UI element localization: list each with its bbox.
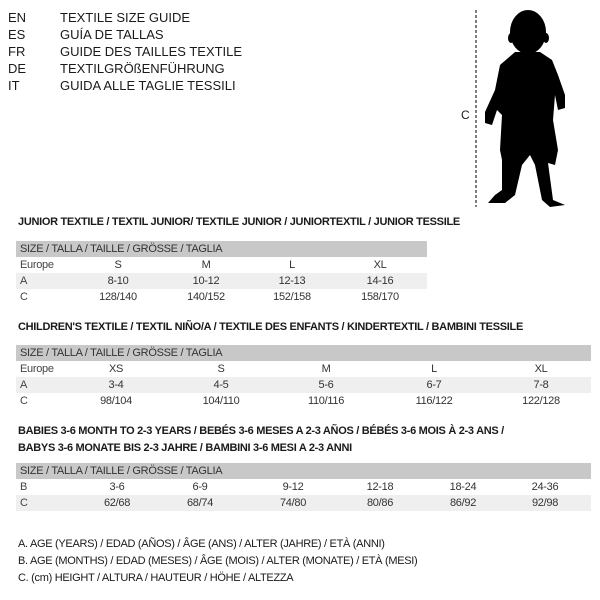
table-row: Europe XS S M L XL <box>16 361 591 377</box>
table-header: SIZE / TALLA / TAILLE / GRÖSSE / TAGLIA <box>16 463 591 479</box>
legend-c: C. (cm) HEIGHT / ALTURA / HAUTEUR / HÖHE… <box>18 572 294 584</box>
table-cell: XL <box>534 363 548 375</box>
row-label: B <box>20 481 28 493</box>
row-label: A <box>20 275 28 287</box>
children-table: SIZE / TALLA / TAILLE / GRÖSSE / TAGLIA … <box>16 345 591 409</box>
table-cell: 7-8 <box>533 379 549 391</box>
row-label: C <box>20 395 28 407</box>
table-cell: 9-12 <box>282 481 304 493</box>
table-cell: 152/158 <box>273 291 311 303</box>
table-cell: 3-4 <box>108 379 124 391</box>
table-cell: 122/128 <box>522 395 560 407</box>
lang-text: GUIDA ALLE TAGLIE TESSILI <box>60 78 236 93</box>
children-title: CHILDREN'S TEXTILE / TEXTIL NIÑO/A / TEX… <box>18 321 523 333</box>
row-label: A <box>20 379 28 391</box>
table-cell: 158/170 <box>361 291 399 303</box>
table-row: C 62/68 68/74 74/80 80/86 86/92 92/98 <box>16 495 591 511</box>
table-cell: 12-13 <box>278 275 306 287</box>
lang-es: ES GUÍA DE TALLAS <box>8 26 164 43</box>
lang-text: TEXTILGRÖßENFÜHRUNG <box>60 61 225 76</box>
table-cell: S <box>217 363 225 375</box>
table-cell: L <box>289 259 295 271</box>
legend-a: A. AGE (YEARS) / EDAD (AÑOS) / ÂGE (ANS)… <box>18 538 385 550</box>
height-figure: C <box>440 0 600 215</box>
row-label: Europe <box>20 259 54 271</box>
row-label: Europe <box>20 363 54 375</box>
table-cell: 12-18 <box>366 481 394 493</box>
table-cell: 128/140 <box>99 291 137 303</box>
lang-fr: FR GUIDE DES TAILLES TEXTILE <box>8 43 242 60</box>
table-cell: 98/104 <box>100 395 132 407</box>
table-cell: 8-10 <box>107 275 129 287</box>
table-cell: 14-16 <box>366 275 394 287</box>
lang-en: EN TEXTILE SIZE GUIDE <box>8 9 190 26</box>
lang-text: TEXTILE SIZE GUIDE <box>60 10 191 25</box>
table-row: Europe S M L XL <box>16 257 427 273</box>
table-cell: 3-6 <box>109 481 125 493</box>
lang-text: GUÍA DE TALLAS <box>60 27 164 42</box>
row-label: C <box>20 497 28 509</box>
table-header: SIZE / TALLA / TAILLE / GRÖSSE / TAGLIA <box>16 345 591 361</box>
table-row: A 3-4 4-5 5-6 6-7 7-8 <box>16 377 591 393</box>
table-cell: 18-24 <box>449 481 477 493</box>
babies-title-line2: BABYS 3-6 MONATE BIS 2-3 JAHRE / BAMBINI… <box>18 442 352 454</box>
legend-b: B. AGE (MONTHS) / EDAD (MESES) / ÂGE (MO… <box>18 555 418 567</box>
table-cell: 4-5 <box>213 379 229 391</box>
table-cell: 80/86 <box>366 497 394 509</box>
lang-it: IT GUIDA ALLE TAGLIE TESSILI <box>8 77 236 94</box>
lang-code: IT <box>8 78 20 93</box>
lang-code: FR <box>8 44 26 59</box>
babies-title-line1: BABIES 3-6 MONTH TO 2-3 YEARS / BEBÉS 3-… <box>18 425 504 437</box>
table-cell: M <box>321 363 331 375</box>
table-cell: L <box>431 363 437 375</box>
table-row: B 3-6 6-9 9-12 12-18 18-24 24-36 <box>16 479 591 495</box>
table-cell: 62/68 <box>103 497 131 509</box>
table-cell: 68/74 <box>186 497 214 509</box>
lang-code: ES <box>8 27 26 42</box>
table-cell: 86/92 <box>449 497 477 509</box>
table-cell: 104/110 <box>202 395 240 407</box>
table-row: C 98/104 104/110 110/116 116/122 122/128 <box>16 393 591 409</box>
junior-table: SIZE / TALLA / TAILLE / GRÖSSE / TAGLIA … <box>16 241 427 305</box>
table-cell: 5-6 <box>318 379 334 391</box>
lang-code: EN <box>8 10 27 25</box>
babies-table: SIZE / TALLA / TAILLE / GRÖSSE / TAGLIA … <box>16 463 591 511</box>
row-label: C <box>20 291 28 303</box>
table-cell: XL <box>373 259 387 271</box>
table-header: SIZE / TALLA / TAILLE / GRÖSSE / TAGLIA <box>16 241 427 257</box>
table-cell: 110/116 <box>307 395 345 407</box>
table-cell: 6-9 <box>192 481 208 493</box>
table-cell: M <box>201 259 211 271</box>
table-cell: 92/98 <box>531 497 559 509</box>
table-cell: 140/152 <box>187 291 225 303</box>
table-row: C 128/140 140/152 152/158 158/170 <box>16 289 427 305</box>
table-cell: S <box>114 259 122 271</box>
table-cell: XS <box>108 363 124 375</box>
table-row: A 8-10 10-12 12-13 14-16 <box>16 273 427 289</box>
table-cell: 74/80 <box>279 497 307 509</box>
table-cell: 6-7 <box>426 379 442 391</box>
child-silhouette-icon <box>475 10 565 207</box>
lang-code: DE <box>8 61 27 76</box>
lang-text: GUIDE DES TAILLES TEXTILE <box>60 44 243 59</box>
height-label: C <box>461 108 470 122</box>
table-cell: 10-12 <box>192 275 220 287</box>
table-cell: 116/122 <box>415 395 453 407</box>
table-cell: 24-36 <box>531 481 559 493</box>
junior-title: JUNIOR TEXTILE / TEXTIL JUNIOR/ TEXTILE … <box>18 216 460 228</box>
lang-de: DE TEXTILGRÖßENFÜHRUNG <box>8 60 225 77</box>
